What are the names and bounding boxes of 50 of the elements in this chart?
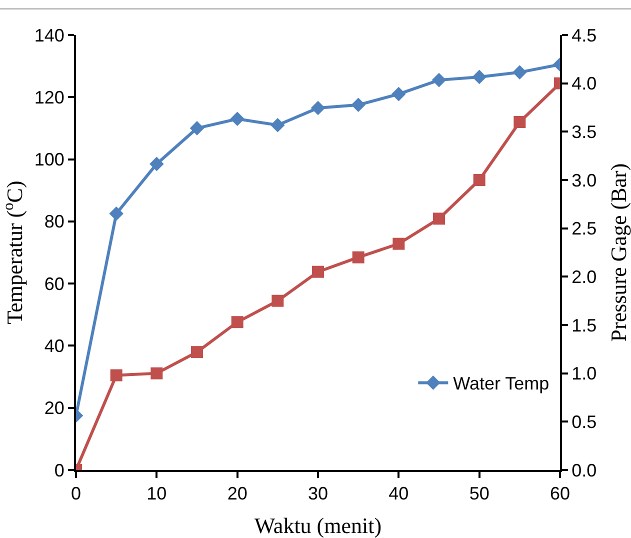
x-tick-label: 0 [70,484,82,504]
y2-axis-title: Pressure Gage (Bar) [606,163,631,342]
y2-tick-label: 1.5 [572,315,597,336]
point [110,369,122,382]
point [231,316,244,328]
point [190,121,204,136]
point [472,70,486,84]
y-tick-label: 100 [34,150,64,170]
y-tick-label: 80 [44,212,64,232]
point [512,65,527,80]
point [270,118,285,132]
y2-tick-label: 0.0 [572,460,597,480]
point [109,206,124,221]
y2-tick-label: 3.5 [572,122,597,142]
y2-tick-label: 3.0 [572,170,597,190]
x-tick-label: 10 [146,484,167,504]
point [514,116,526,128]
y2-tick-label: 4.5 [572,25,597,46]
point [352,251,364,264]
point [150,156,164,172]
y2-tick-label: 2.5 [572,218,597,239]
y2-tick-label: 1.0 [572,364,597,384]
x-tick-label: 40 [388,484,409,504]
x-axis-title: Waktu (menit) [254,513,382,538]
point [473,174,486,186]
point [433,212,445,225]
y-tick-label: 120 [34,87,64,108]
point [191,346,203,358]
point [150,367,163,380]
y-tick-label: 0 [54,460,64,480]
x-tick-label: 30 [308,484,328,504]
y-tick-label: 60 [44,274,64,294]
point [312,266,324,278]
point [351,98,366,112]
point [310,100,326,116]
y2-tick-label: 0.5 [572,412,597,432]
point [272,294,284,307]
x-tick-label: 60 [550,484,570,504]
point [392,86,406,102]
x-tick-label: 20 [227,484,248,504]
x-tick-label: 50 [469,484,490,504]
y-tick-label: 140 [34,25,64,46]
point [392,238,405,250]
y2-tick-label: 2.0 [572,266,597,287]
y-tick-label: 20 [44,398,64,418]
legend-label: Water Temp [453,374,550,394]
y2-tick-label: 4.0 [572,74,597,94]
point [230,112,244,126]
point [432,72,446,88]
y-tick-label: 40 [44,336,64,356]
